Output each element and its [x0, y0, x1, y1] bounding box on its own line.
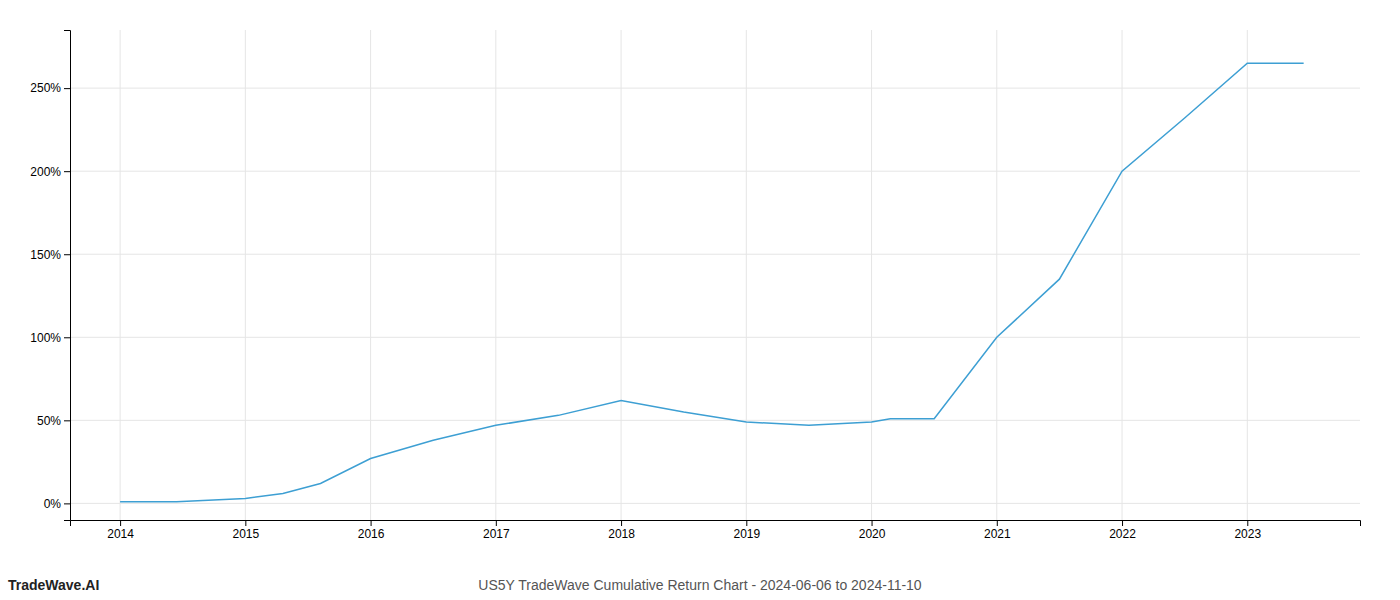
- tick: 100%: [30, 331, 70, 345]
- tick: 200%: [30, 165, 70, 179]
- tick-mark: [496, 520, 497, 526]
- grid-line: [70, 337, 1360, 338]
- tick-mark: [64, 254, 70, 255]
- tick: 250%: [30, 81, 70, 95]
- tick-mark: [621, 520, 622, 526]
- tick-label: 150%: [30, 248, 61, 262]
- tick-mark: [64, 88, 70, 89]
- grid-line: [70, 171, 1360, 172]
- grid-line: [996, 30, 997, 520]
- tick: 2021: [984, 520, 1011, 541]
- axis-line: [71, 521, 1361, 527]
- tick-label: 2017: [483, 527, 510, 541]
- tick-label: 2014: [107, 527, 134, 541]
- grid-line: [120, 30, 121, 520]
- tick-label: 50%: [37, 414, 61, 428]
- tick-mark: [371, 520, 372, 526]
- grid-line: [1247, 30, 1248, 520]
- tick: 2022: [1109, 520, 1136, 541]
- grid-line: [370, 30, 371, 520]
- tick-label: 2022: [1109, 527, 1136, 541]
- x-axis: 2014 2015 2016 2017 2018 2019 2020 2021 2022 2023: [71, 520, 1361, 541]
- tick-mark: [64, 337, 70, 338]
- tick-mark: [1247, 520, 1248, 526]
- tick-label: 2019: [733, 527, 760, 541]
- grid-line: [871, 30, 872, 520]
- line: [120, 63, 1304, 502]
- title: US5Y TradeWave Cumulative Return Chart -…: [478, 577, 922, 593]
- tick-mark: [872, 520, 873, 526]
- y-axis: 0% 50% 100% 150% 200% 250%: [30, 31, 70, 521]
- tick-mark: [997, 520, 998, 526]
- tick-label: 2023: [1234, 527, 1261, 541]
- tick: 0%: [44, 497, 70, 511]
- tick-mark: [64, 420, 70, 421]
- tick: 2018: [608, 520, 635, 541]
- grid-line: [495, 30, 496, 520]
- tick-mark: [64, 503, 70, 504]
- tick-mark: [245, 520, 246, 526]
- tick: 2014: [107, 520, 134, 541]
- tick-label: 200%: [30, 165, 61, 179]
- grid-line: [70, 254, 1360, 255]
- tick: 2023: [1234, 520, 1261, 541]
- tick: 2020: [859, 520, 886, 541]
- marks: [120, 63, 1304, 502]
- axis-line: [64, 31, 71, 521]
- tick: 2019: [733, 520, 760, 541]
- chart: 2014 2015 2016 2017 2018 2019 2020 2021 2022 2023…: [0, 0, 1400, 600]
- annotation: TradeWave.AI: [8, 577, 99, 593]
- tick-mark: [1122, 520, 1123, 526]
- tick-mark: [746, 520, 747, 526]
- grid-line: [70, 503, 1360, 504]
- tick-label: 2016: [358, 527, 385, 541]
- grid-line: [1122, 30, 1123, 520]
- tick: 50%: [37, 414, 70, 428]
- grid-line: [621, 30, 622, 520]
- grid-line: [70, 420, 1360, 421]
- tick-label: 2018: [608, 527, 635, 541]
- plot: 2014 2015 2016 2017 2018 2019 2020 2021 2022 2023…: [30, 30, 1360, 541]
- tick: 2015: [232, 520, 259, 541]
- tick: 2017: [483, 520, 510, 541]
- tick-label: 2020: [859, 527, 886, 541]
- tick: 2016: [358, 520, 385, 541]
- tick-label: 250%: [30, 81, 61, 95]
- tick-mark: [64, 171, 70, 172]
- tick-mark: [120, 520, 121, 526]
- grid: [70, 30, 1360, 520]
- grid-line: [746, 30, 747, 520]
- tick-label: 0%: [44, 497, 62, 511]
- tick: 150%: [30, 248, 70, 262]
- grid-line: [245, 30, 246, 520]
- tick-label: 2021: [984, 527, 1011, 541]
- grid-line: [70, 88, 1360, 89]
- tick-label: 100%: [30, 331, 61, 345]
- tick-label: 2015: [232, 527, 259, 541]
